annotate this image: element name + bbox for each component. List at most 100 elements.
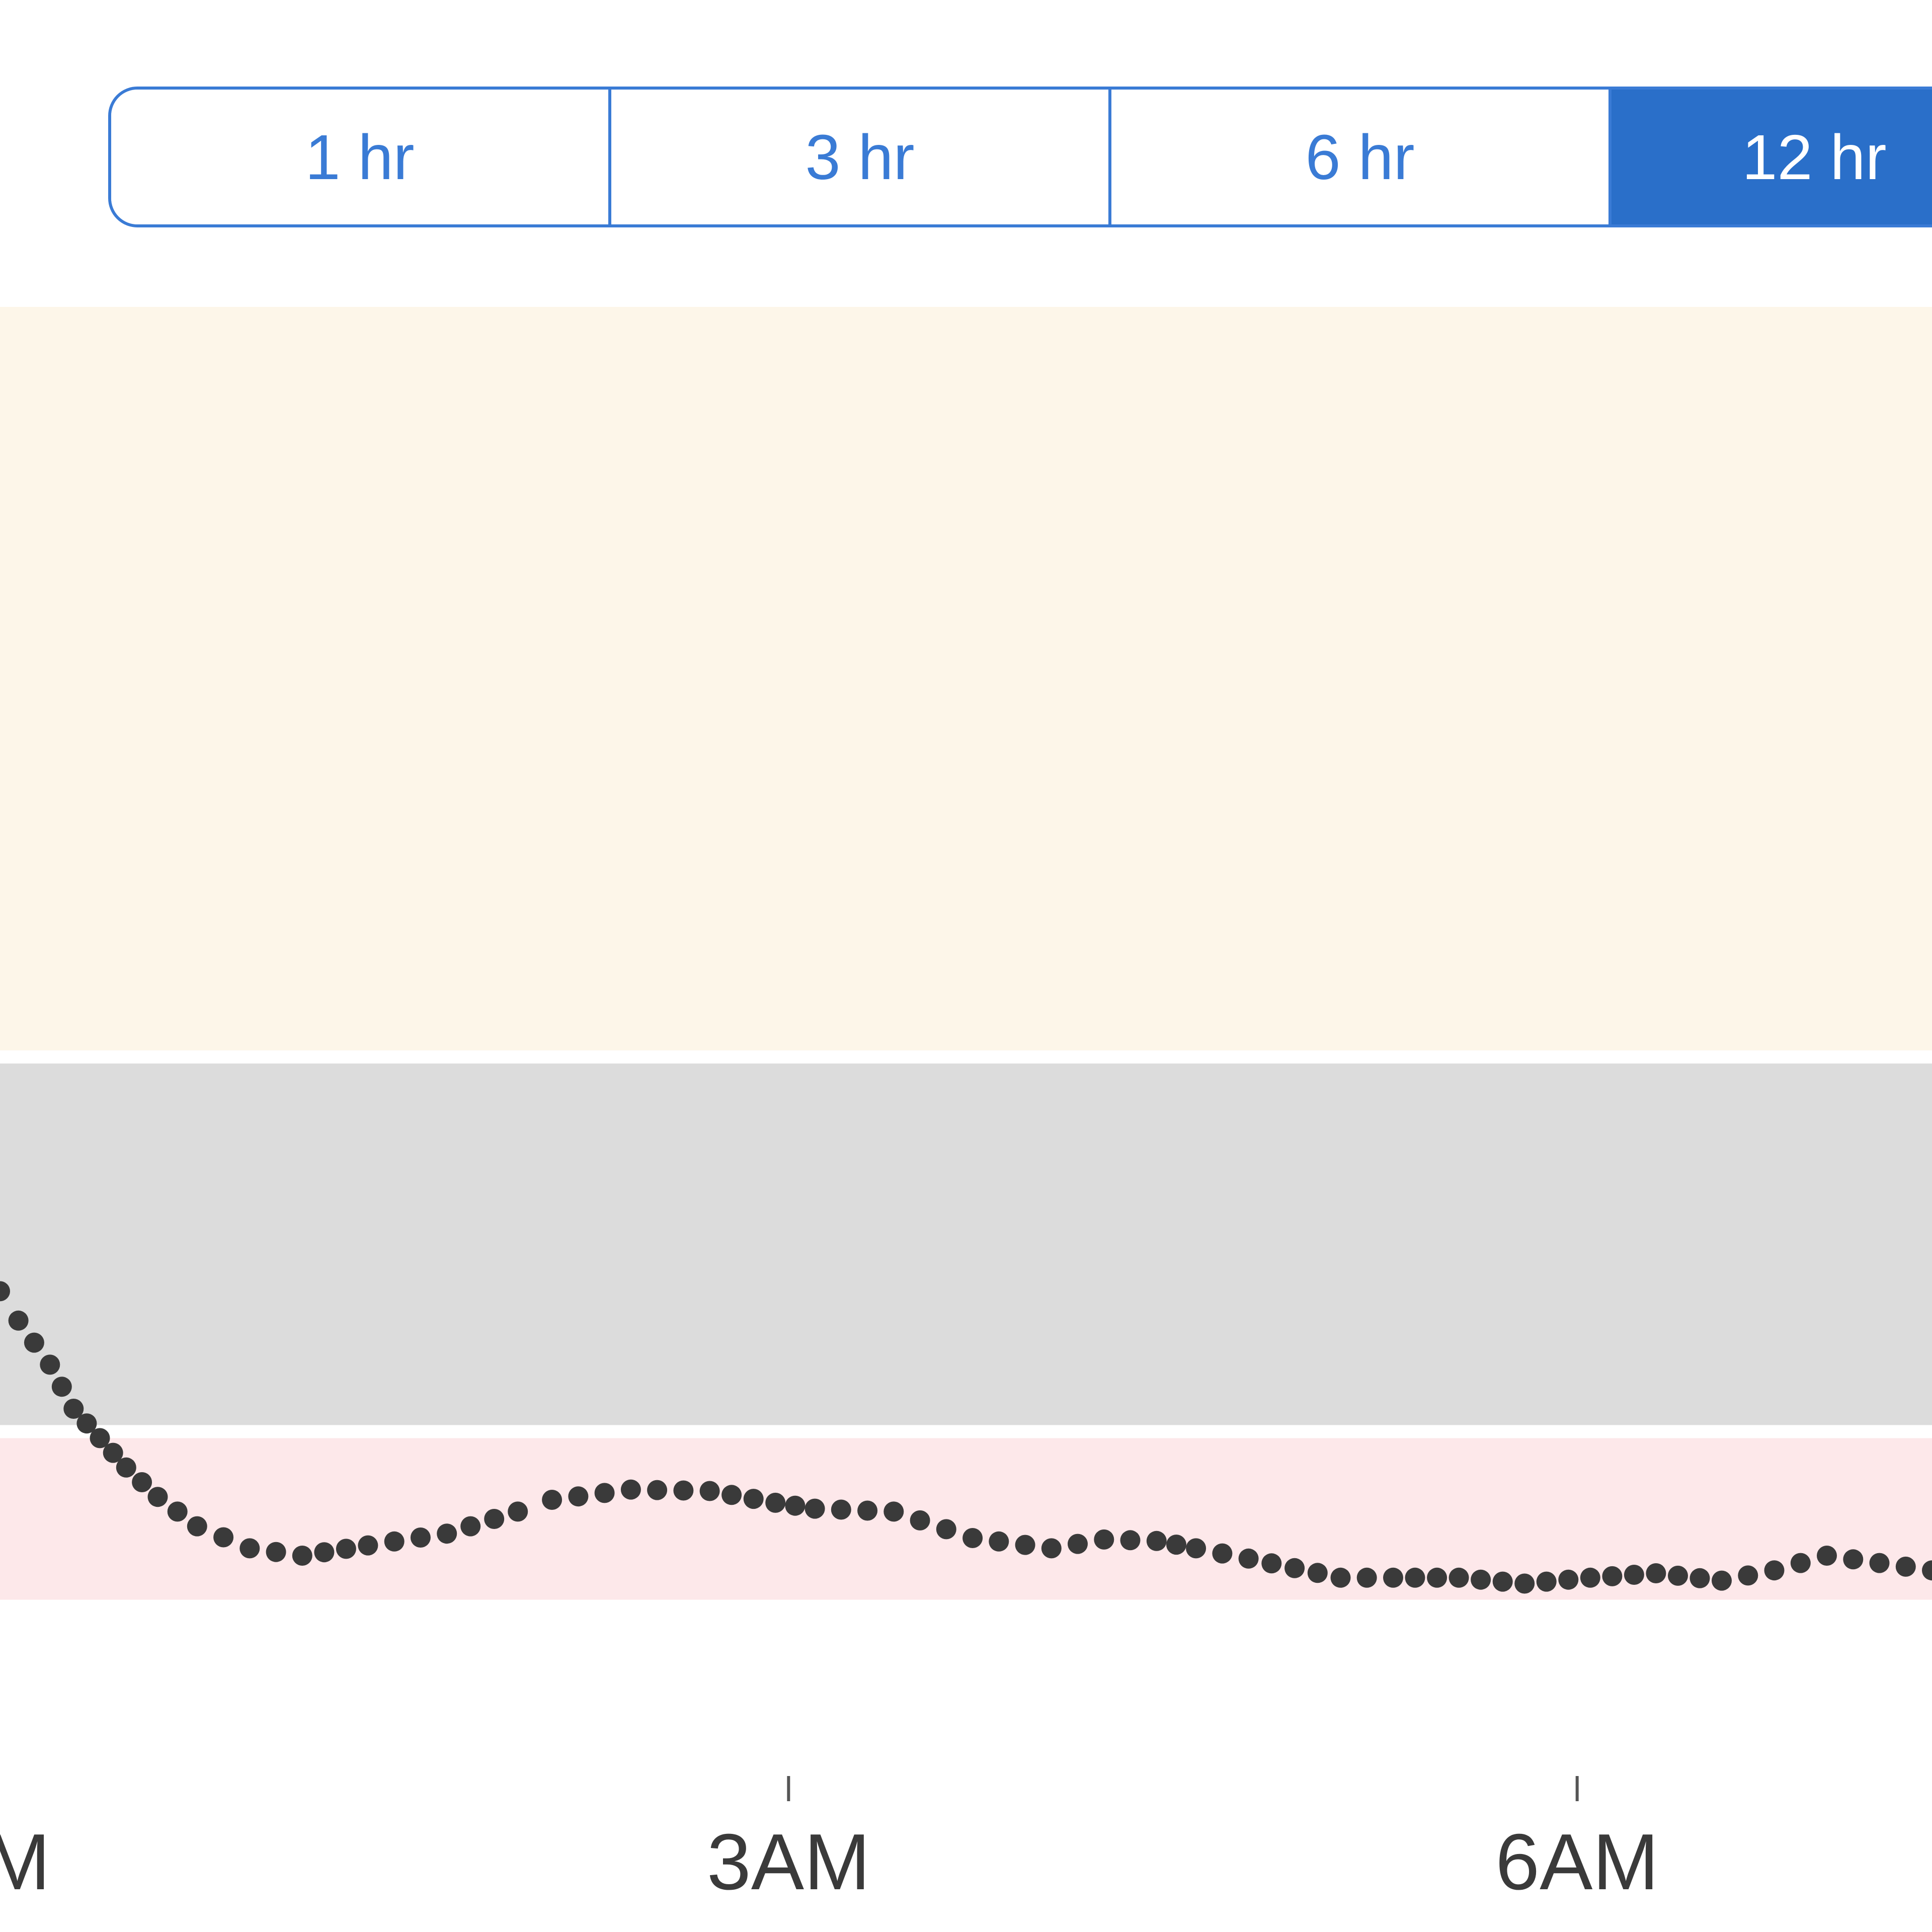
reading-point xyxy=(1817,1546,1837,1566)
reading-point xyxy=(568,1486,589,1507)
reading-point xyxy=(1580,1567,1600,1588)
reading-point xyxy=(410,1527,431,1548)
reading-point xyxy=(989,1531,1009,1552)
reading-point xyxy=(620,1479,641,1500)
reading-point xyxy=(239,1538,260,1559)
reading-point xyxy=(743,1489,764,1509)
reading-point xyxy=(132,1472,152,1492)
range-option-3hr[interactable]: 3 hr xyxy=(611,90,1111,224)
reading-point xyxy=(804,1498,825,1519)
reading-point xyxy=(336,1539,356,1559)
reading-point xyxy=(1790,1553,1811,1573)
reading-point xyxy=(1166,1535,1186,1555)
reading-point xyxy=(1041,1538,1062,1559)
reading-point xyxy=(1764,1560,1785,1581)
reading-point xyxy=(542,1490,562,1510)
reading-point xyxy=(508,1501,528,1522)
reading-point xyxy=(314,1542,335,1563)
range-option-1hr[interactable]: 1 hr xyxy=(111,90,611,224)
reading-point xyxy=(1668,1565,1688,1586)
reading-point xyxy=(147,1487,168,1507)
range-option-6hr[interactable]: 6 hr xyxy=(1111,90,1612,224)
reading-point xyxy=(647,1480,668,1500)
x-axis: M 3AM 6AM xyxy=(0,1776,1659,1906)
reading-point xyxy=(292,1546,312,1566)
reading-point xyxy=(1558,1569,1579,1590)
time-range-selector: 1 hr 3 hr 6 hr 12 hr xyxy=(108,87,1932,227)
reading-point xyxy=(910,1510,930,1531)
reading-point xyxy=(1186,1538,1206,1559)
reading-point xyxy=(1284,1558,1305,1578)
reading-point xyxy=(883,1501,904,1522)
reading-point xyxy=(1922,1560,1932,1581)
reading-point xyxy=(1356,1567,1377,1588)
reading-point xyxy=(1689,1568,1710,1588)
reading-point xyxy=(594,1483,615,1503)
reading-point xyxy=(831,1499,851,1520)
reading-point xyxy=(1405,1567,1425,1588)
reading-point xyxy=(116,1457,136,1478)
reading-point xyxy=(103,1442,123,1463)
reading-point xyxy=(1646,1563,1666,1583)
range-bands xyxy=(0,307,1932,1600)
reading-point xyxy=(721,1485,742,1505)
reading-point xyxy=(1536,1571,1557,1592)
reading-point xyxy=(1120,1530,1141,1551)
reading-point xyxy=(484,1509,505,1529)
reading-point xyxy=(167,1501,188,1522)
reading-point xyxy=(1261,1553,1282,1574)
reading-point xyxy=(936,1519,956,1540)
reading-point xyxy=(8,1310,29,1331)
reading-point xyxy=(1212,1543,1233,1564)
reading-point xyxy=(90,1428,110,1448)
reading-point xyxy=(1712,1570,1732,1591)
reading-point xyxy=(187,1516,207,1537)
reading-point xyxy=(1492,1571,1513,1592)
reading-point xyxy=(40,1354,60,1375)
reading-point xyxy=(1895,1556,1916,1577)
reading-point xyxy=(1015,1535,1035,1555)
reading-point xyxy=(24,1332,44,1353)
reading-point xyxy=(460,1516,481,1537)
reading-point xyxy=(1330,1567,1351,1588)
x-tick-label: 3AM xyxy=(707,1818,870,1906)
reading-point xyxy=(1238,1548,1259,1569)
reading-point xyxy=(785,1495,806,1516)
reading-point xyxy=(266,1542,286,1562)
reading-point xyxy=(1307,1563,1328,1583)
reading-point xyxy=(63,1399,84,1419)
x-tick-label: M xyxy=(0,1818,50,1906)
reading-point xyxy=(1738,1565,1758,1586)
reading-point xyxy=(1068,1534,1088,1554)
reading-point xyxy=(384,1531,405,1552)
reading-point xyxy=(358,1535,378,1556)
reading-point xyxy=(213,1527,234,1548)
reading-point xyxy=(699,1481,720,1501)
reading-point xyxy=(857,1500,878,1521)
reading-point xyxy=(1602,1566,1623,1586)
reading-point xyxy=(1448,1567,1469,1588)
reading-point xyxy=(765,1492,786,1513)
reading-point xyxy=(1869,1553,1890,1573)
band-target xyxy=(0,1063,1932,1425)
reading-point xyxy=(1094,1529,1114,1550)
reading-point xyxy=(1843,1549,1864,1570)
reading-point xyxy=(76,1413,97,1434)
reading-point xyxy=(1427,1567,1447,1588)
reading-point xyxy=(0,1281,10,1302)
reading-point xyxy=(1146,1531,1167,1551)
reading-point xyxy=(51,1377,72,1397)
x-tick-label: 6AM xyxy=(1495,1818,1659,1906)
band-high xyxy=(0,307,1932,1051)
reading-point xyxy=(437,1523,457,1544)
reading-point xyxy=(962,1528,983,1548)
range-option-12hr[interactable]: 12 hr xyxy=(1612,90,1932,224)
reading-points xyxy=(0,1281,1932,1594)
reading-point xyxy=(1514,1573,1535,1594)
reading-point xyxy=(673,1480,694,1501)
reading-point xyxy=(1471,1569,1491,1590)
reading-point xyxy=(1383,1567,1403,1588)
reading-point xyxy=(1624,1565,1644,1585)
